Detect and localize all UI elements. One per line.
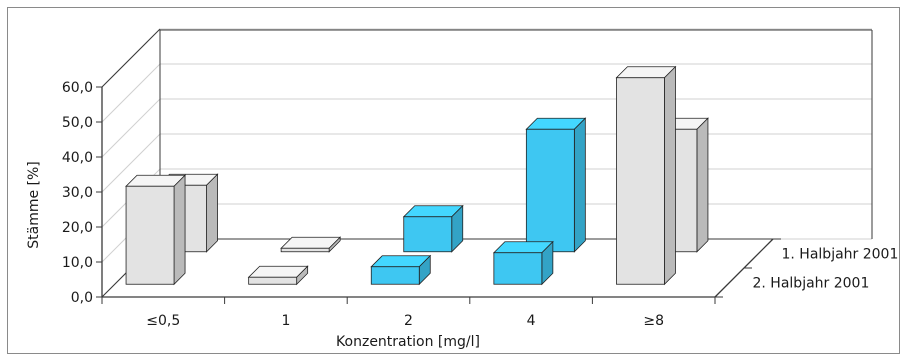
y-tick-label: 0,0: [71, 290, 93, 306]
y-tick-label: 50,0: [62, 115, 93, 131]
bar-front: [525, 128, 575, 253]
bar-side: [573, 117, 586, 253]
side-wall-top-edge: [101, 28, 161, 88]
y-tick-label: 10,0: [62, 255, 93, 271]
y-tick-label: 40,0: [62, 150, 93, 166]
bar: [402, 204, 464, 253]
bar-front: [370, 266, 420, 285]
y-axis-label: Stämme [%]: [26, 161, 42, 249]
chart-axes: [96, 28, 873, 304]
y-tick-label: 20,0: [62, 220, 93, 236]
bar-front: [125, 185, 175, 285]
gridline-side: [101, 133, 161, 193]
bar-side: [696, 117, 709, 253]
bar-side: [206, 173, 218, 253]
bar-front: [280, 247, 330, 253]
series-label: 2. Halbjahr 2001: [753, 276, 870, 292]
gridline-side: [101, 63, 161, 123]
chart-bars: [125, 65, 709, 286]
x-tick-label: 4: [527, 313, 536, 329]
bar-side: [664, 65, 676, 286]
x-tick-label: 2: [404, 313, 413, 329]
bar: [125, 174, 187, 286]
x-tick-label: ≥8: [643, 313, 664, 329]
bar: [615, 65, 677, 286]
bar: [247, 265, 309, 286]
chart-labels: 0,0 10,0 20,0 30,0 40,0 50,0 60,0 ≤0,5 1 2 4 ≥8 2. H…: [62, 80, 899, 329]
bar-front: [493, 252, 543, 285]
bar-front: [248, 276, 298, 285]
bar-front: [403, 216, 453, 253]
bar: [525, 117, 587, 253]
bar-front: [616, 77, 665, 285]
bar: [280, 236, 342, 253]
series-label: 1. Halbjahr 2001: [782, 247, 899, 263]
bar: [492, 240, 554, 286]
x-tick-label: 1: [281, 313, 290, 329]
bar-side: [173, 174, 186, 286]
bar: [370, 254, 432, 286]
y-tick-label: 60,0: [62, 80, 93, 96]
x-tick-label: ≤0,5: [146, 313, 180, 329]
x-axis-label: Konzentration [mg/l]: [336, 334, 480, 350]
y-tick-label: 30,0: [62, 185, 93, 201]
gridline-side: [101, 98, 161, 158]
